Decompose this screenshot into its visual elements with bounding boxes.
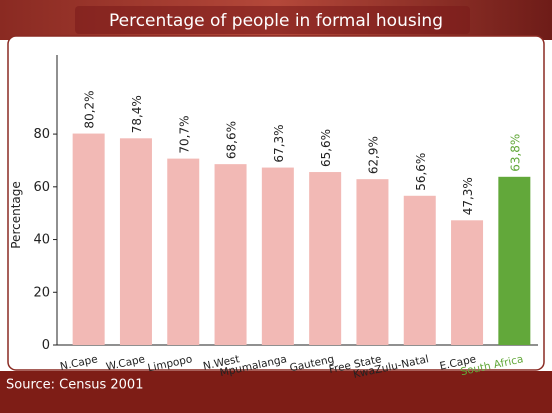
value-label: 67,3%: [272, 124, 286, 162]
value-label: 70,7%: [177, 115, 191, 153]
bar: [451, 220, 483, 345]
page: Percentage of people in formal housing S…: [0, 0, 552, 413]
value-label: 63,8%: [508, 134, 522, 172]
value-label: 65,6%: [319, 129, 333, 167]
y-tick-label: 60: [33, 180, 50, 195]
bar: [167, 159, 199, 345]
value-label: 56,6%: [414, 153, 428, 191]
value-label: 78,4%: [130, 95, 144, 133]
y-tick-label: 20: [33, 285, 50, 300]
chart: Percentage of people in formal housing S…: [0, 0, 552, 413]
bar: [120, 138, 152, 345]
y-tick-label: 80: [33, 127, 50, 142]
bar: [262, 168, 294, 345]
y-tick-label: 0: [42, 338, 50, 353]
source: Source: Census 2001: [6, 378, 143, 393]
bar: [309, 172, 341, 345]
bar: [404, 196, 436, 345]
y-tick-label: 40: [33, 233, 50, 248]
value-label: 62,9%: [366, 136, 380, 174]
chart-title: Percentage of people in formal housing: [109, 11, 443, 31]
bar: [73, 134, 105, 345]
bar: [498, 177, 530, 345]
value-label: 47,3%: [461, 177, 475, 215]
y-axis-label: Percentage: [9, 181, 23, 249]
bar: [356, 179, 388, 345]
value-label: 68,6%: [225, 121, 239, 159]
bar: [215, 164, 247, 345]
value-label: 80,2%: [83, 90, 97, 128]
